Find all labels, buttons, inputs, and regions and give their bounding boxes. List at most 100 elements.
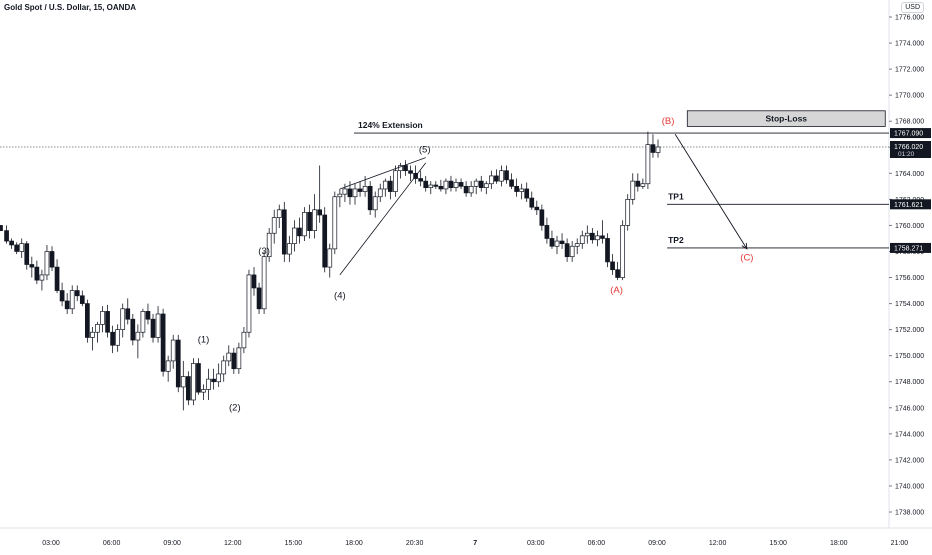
projection-arrow [674, 133, 748, 250]
currency-button[interactable]: USD [901, 2, 924, 13]
candle-body [317, 209, 323, 216]
stop-loss-label: Stop-Loss [765, 114, 807, 124]
arrow-head [741, 242, 748, 250]
candle-body [377, 188, 383, 198]
y-tick-label: 1750.000 [895, 353, 924, 360]
candle-body [388, 180, 393, 192]
wave-label: (4) [334, 290, 346, 301]
candle-body [579, 235, 585, 245]
candle-body [231, 352, 237, 370]
candle-body [160, 313, 166, 372]
candle-body [483, 183, 489, 188]
candle-body [175, 339, 181, 388]
price-axis[interactable]: 1776.000 1774.000 1772.000 1770.000 1768.000… [889, 15, 931, 517]
candle-body [19, 243, 25, 252]
candle-body [635, 180, 641, 187]
candle-body [145, 311, 151, 320]
candle-body [110, 331, 115, 346]
candle-body [180, 376, 186, 388]
candle-body [625, 199, 631, 226]
y-tick-label: 1756.000 [895, 275, 924, 282]
candle-body [327, 248, 333, 268]
wave-label: (2) [229, 402, 241, 413]
candle-body [287, 243, 292, 255]
candle-body [59, 290, 65, 302]
y-tick-label: 1742.000 [895, 457, 924, 464]
candle-body [595, 235, 600, 241]
y-tick-label: 1774.000 [895, 41, 924, 48]
candle-body [64, 300, 70, 310]
candle-body [24, 243, 30, 265]
candle-body [403, 165, 408, 172]
candle-body [211, 378, 216, 383]
candle-body [564, 243, 570, 258]
candle-body [4, 230, 9, 242]
candle-body [443, 180, 449, 190]
x-tick-label: 15:00 [769, 540, 787, 547]
wave-label: (C) [740, 253, 753, 264]
candle-body [125, 308, 131, 320]
wave-label: (A) [610, 285, 623, 296]
y-tick-label: 1776.000 [895, 15, 924, 22]
y-tick-label: 1764.000 [895, 171, 924, 178]
candle-body [332, 196, 338, 250]
candle-body [610, 261, 615, 271]
y-tick-label: 1738.000 [895, 510, 924, 517]
x-tick-label: 06:00 [103, 540, 121, 547]
candle-body [246, 274, 252, 333]
grid [0, 0, 932, 529]
tp2-label: TP2 [668, 235, 684, 245]
candle-body [524, 188, 530, 199]
candle-body [650, 144, 656, 153]
candle-body [206, 378, 211, 390]
y-tick-label: 1748.000 [895, 379, 924, 386]
candle-body [559, 240, 565, 245]
candle-body [630, 180, 636, 200]
y-tick-label: 1752.000 [895, 327, 924, 334]
candle-body [438, 185, 444, 190]
candle-body [140, 311, 146, 333]
x-tick-label: 7 [473, 540, 477, 547]
candle-body [150, 318, 156, 338]
tp1-price-text: 1761.621 [894, 202, 923, 209]
extension-price-badge [890, 128, 931, 139]
candle-body [44, 251, 50, 276]
candle-body [191, 363, 196, 401]
candle-body [69, 290, 75, 310]
x-tick-label: 21:00 [891, 540, 909, 547]
candle-body [39, 274, 45, 281]
wedge-line-2 [339, 162, 427, 276]
candle-body [458, 182, 464, 187]
candle-body [544, 225, 550, 239]
current-price-text: 1766.020 [894, 144, 923, 151]
candle-body [292, 227, 297, 245]
x-tick-label: 12:00 [224, 540, 242, 547]
candle-body [423, 180, 429, 188]
stop-loss-box[interactable] [686, 110, 886, 127]
x-tick-label: 18:00 [345, 540, 363, 547]
y-tick-label: 1746.000 [895, 405, 924, 412]
candle-body [95, 324, 100, 333]
tp2-price-badge [890, 242, 931, 253]
y-tick-label: 1754.000 [895, 301, 924, 308]
candle-body [362, 185, 368, 192]
candle-body [312, 209, 317, 231]
candle-body [534, 206, 540, 211]
candle-body [428, 184, 434, 188]
candle-body [271, 217, 277, 234]
price-levels: 124% Extension TP1 TP2 [0, 120, 889, 249]
time-axis[interactable]: 03:00 06:00 09:00 12:00 15:00 18:00 20:30 7 03:0… [42, 540, 908, 547]
candle-body [382, 180, 388, 190]
candle-body [9, 240, 14, 246]
x-tick-label: 09:00 [163, 540, 181, 547]
candle-body [600, 235, 605, 239]
candle-body [135, 331, 141, 341]
candle-body [605, 238, 610, 263]
candle-body [79, 295, 85, 304]
candle-body [186, 376, 191, 401]
candle-body [14, 244, 20, 252]
candle-body [529, 197, 535, 208]
candle-body [620, 225, 626, 278]
candle-body [549, 238, 555, 247]
